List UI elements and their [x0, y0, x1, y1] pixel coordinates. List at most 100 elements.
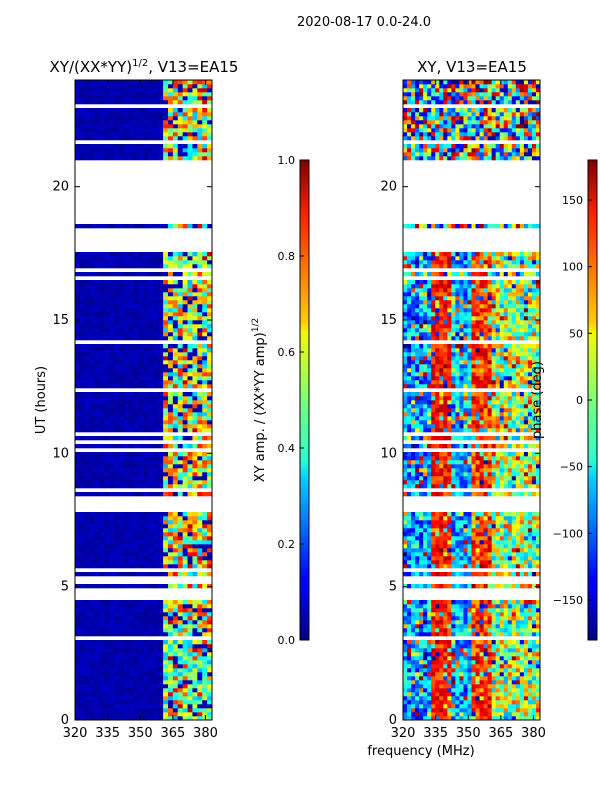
phase-cell	[508, 484, 512, 488]
amp-cell	[129, 652, 134, 656]
phase-cell	[455, 492, 459, 496]
amp-cell	[114, 660, 119, 664]
amp-cell	[129, 96, 134, 100]
amp-cell	[144, 296, 149, 300]
amp-cell	[188, 560, 193, 564]
amp-cell	[202, 344, 207, 348]
phase-cell	[516, 492, 520, 496]
amp-cell	[153, 544, 158, 548]
phase-cell	[480, 480, 484, 484]
amp-cell	[75, 364, 80, 368]
amp-cell	[114, 544, 119, 548]
phase-cell	[500, 624, 504, 628]
phase-cell	[480, 668, 484, 672]
amp-cell	[202, 640, 207, 644]
amp-cell	[114, 368, 119, 372]
phase-cell	[443, 652, 447, 656]
phase-cell	[492, 600, 496, 604]
phase-cell	[403, 712, 407, 716]
amp-cell	[192, 604, 197, 608]
phase-cell	[492, 484, 496, 488]
phase-cell	[455, 480, 459, 484]
phase-cell	[439, 480, 443, 484]
phase-cell	[419, 556, 423, 560]
amp-cell	[114, 96, 119, 100]
phase-cell	[423, 540, 427, 544]
phase-cell	[480, 604, 484, 608]
amp-cell	[148, 304, 153, 308]
amp-cell	[134, 544, 139, 548]
amp-cell	[90, 336, 95, 340]
amp-cell	[134, 548, 139, 552]
amp-cell	[202, 280, 207, 284]
amp-cell	[168, 548, 173, 552]
amp-cell	[90, 532, 95, 536]
amp-cell	[183, 656, 188, 660]
amp-cell	[202, 376, 207, 380]
phase-cell	[476, 476, 480, 480]
amp-cell	[192, 288, 197, 292]
phase-cell	[415, 476, 419, 480]
phase-cell	[431, 684, 435, 688]
amp-cell	[183, 512, 188, 516]
amp-cell	[99, 528, 104, 532]
amp-cell	[197, 132, 202, 136]
amp-cell	[139, 272, 144, 276]
phase-cell	[443, 516, 447, 520]
amp-cell	[124, 112, 129, 116]
phase-cell	[496, 644, 500, 648]
phase-cell	[488, 564, 492, 568]
amp-cell	[148, 408, 153, 412]
amp-cell	[188, 640, 193, 644]
amp-cell	[139, 296, 144, 300]
amp-cell	[202, 700, 207, 704]
amp-cell	[80, 380, 85, 384]
phase-cell	[496, 696, 500, 700]
amp-cell	[153, 608, 158, 612]
amp-cell	[153, 256, 158, 260]
amp-cell	[163, 480, 168, 484]
amp-cell	[178, 396, 183, 400]
amp-cell	[95, 628, 100, 632]
amp-cell	[168, 296, 173, 300]
amp-cell	[80, 272, 85, 276]
amp-cell	[104, 700, 109, 704]
phase-cell	[512, 616, 516, 620]
amp-cell	[90, 608, 95, 612]
phase-cell	[443, 648, 447, 652]
amp-cell	[158, 656, 163, 660]
amp-cell	[80, 516, 85, 520]
amp-cell	[202, 632, 207, 636]
amp-cell	[153, 368, 158, 372]
amp-cell	[178, 536, 183, 540]
amp-cell	[134, 332, 139, 336]
amp-cell	[192, 408, 197, 412]
amp-cell	[183, 320, 188, 324]
amp-cell	[192, 688, 197, 692]
phase-cell	[439, 672, 443, 676]
amp-cell	[183, 456, 188, 460]
phase-cell	[419, 612, 423, 616]
phase-cell	[427, 604, 431, 608]
phase-cell	[508, 572, 512, 576]
amp-cell	[139, 328, 144, 332]
amp-cell	[144, 144, 149, 148]
amp-cell	[80, 452, 85, 456]
amp-cell	[129, 396, 134, 400]
amp-cell	[144, 132, 149, 136]
phase-cell	[508, 524, 512, 528]
amp-cell	[188, 264, 193, 268]
phase-cell	[524, 684, 528, 688]
amp-cell	[75, 684, 80, 688]
amp-cell	[144, 444, 149, 448]
amp-cell	[148, 144, 153, 148]
phase-cell	[435, 516, 439, 520]
phase-cell	[439, 520, 443, 524]
amp-cell	[163, 644, 168, 648]
amp-cell	[114, 552, 119, 556]
amp-cell	[124, 380, 129, 384]
amp-cell	[80, 400, 85, 404]
phase-cell	[484, 672, 488, 676]
phase-cell	[447, 684, 451, 688]
